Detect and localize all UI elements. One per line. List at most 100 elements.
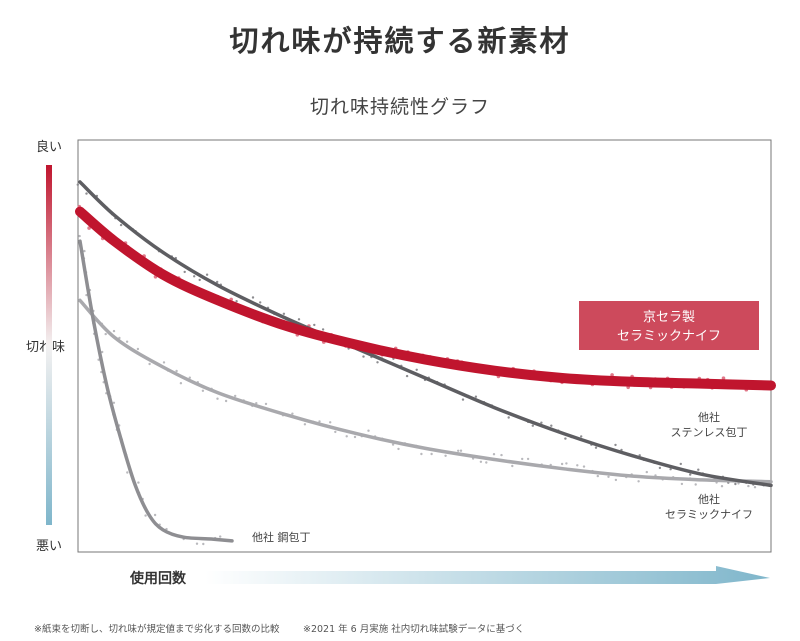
- scatter-point-other-ceramic: [720, 485, 724, 488]
- scatter-point-other-ceramic: [565, 462, 568, 465]
- scatter-point-other-ceramic: [576, 464, 579, 467]
- scatter-point-other-ceramic: [334, 430, 337, 434]
- scatter-point-stainless: [415, 368, 418, 371]
- scatter-point-other-ceramic: [457, 449, 460, 452]
- scatter-layer: [76, 183, 767, 546]
- scatter-point-other-ceramic: [329, 421, 332, 424]
- scatter-point-other-ceramic: [397, 447, 400, 451]
- scatter-point-other-ceramic: [747, 484, 750, 488]
- scatter-point-other-ceramic: [264, 402, 268, 406]
- scatter-point-steel: [137, 481, 140, 484]
- scatter-point-stainless: [580, 435, 583, 438]
- scatter-point-stainless: [679, 462, 682, 466]
- scatter-point-kyocera-ceramic: [87, 226, 91, 230]
- scatter-point-stainless: [658, 466, 662, 470]
- scatter-point-other-ceramic: [614, 478, 618, 482]
- scatter-point-other-ceramic: [136, 347, 140, 351]
- scatter-point-stainless: [734, 482, 737, 486]
- chart-svg: 使用回数 京セラ製 セラミックナイフ 他社 ステンレス包丁 他社 セラミックナイ…: [46, 139, 776, 587]
- kyocera-label-box: [579, 301, 759, 350]
- scatter-point-stainless: [376, 361, 379, 364]
- scatter-point-other-ceramic: [162, 361, 166, 364]
- scatter-point-other-ceramic: [345, 435, 348, 438]
- scatter-point-other-ceramic: [694, 483, 697, 486]
- scatter-point-steel: [78, 234, 81, 238]
- x-axis-label: 使用回数: [129, 570, 187, 587]
- scatter-point-other-ceramic: [430, 452, 433, 456]
- scatter-point-stainless: [216, 280, 219, 284]
- series-line-kyocera-ceramic: [75, 206, 776, 391]
- scatter-point-steel: [153, 513, 157, 517]
- scatter-point-other-ceramic: [104, 332, 107, 336]
- scatter-point-stainless: [669, 468, 672, 471]
- scatter-point-kyocera-ceramic: [610, 373, 614, 377]
- scatter-point-other-ceramic: [179, 382, 183, 385]
- scatter-point-other-ceramic: [125, 340, 129, 343]
- scatter-point-other-ceramic: [201, 389, 205, 392]
- series-line-other-ceramic: [78, 298, 773, 484]
- y-gradient-bar: [46, 165, 52, 525]
- kyocera-label-line2: セラミックナイフ: [617, 329, 721, 344]
- scatter-point-other-ceramic: [188, 376, 191, 379]
- x-axis-arrow: [205, 566, 770, 584]
- scatter-point-stainless: [183, 270, 186, 274]
- scatter-point-other-ceramic: [485, 461, 488, 464]
- scatter-point-stainless: [297, 318, 301, 321]
- scatter-point-stainless: [461, 398, 465, 401]
- scatter-point-steel: [195, 542, 199, 545]
- scatter-point-stainless: [540, 421, 543, 424]
- scatter-point-other-ceramic: [680, 482, 684, 486]
- stainless-label-line1: 他社: [698, 410, 720, 424]
- scatter-point-other-ceramic: [148, 362, 151, 366]
- scatter-point-stainless: [119, 223, 123, 227]
- scatter-point-steel: [112, 401, 116, 404]
- scatter-point-stainless: [362, 355, 365, 358]
- kyocera-label-line1: 京セラ製: [643, 310, 695, 325]
- scatter-point-other-ceramic: [521, 457, 524, 461]
- scatter-point-stainless: [251, 296, 255, 299]
- scatter-point-steel: [219, 535, 222, 538]
- scatter-point-steel: [202, 542, 205, 546]
- scatter-point-other-ceramic: [175, 369, 178, 373]
- scatter-point-stainless: [564, 437, 567, 440]
- scatter-point-other-ceramic: [500, 453, 503, 457]
- scatter-point-steel: [144, 514, 147, 517]
- scatter-point-stainless: [85, 192, 88, 195]
- scatter-point-other-ceramic: [637, 480, 640, 483]
- scatter-point-other-ceramic: [234, 394, 237, 398]
- scatter-point-other-ceramic: [216, 397, 219, 400]
- scatter-point-other-ceramic: [526, 457, 530, 461]
- footnote-1: ※紙束を切断し、切れ味が規定値まで劣化する回数の比較: [34, 624, 280, 635]
- scatter-point-steel: [126, 471, 129, 474]
- scatter-point-other-ceramic: [492, 453, 496, 456]
- scatter-point-stainless: [689, 473, 692, 476]
- plot-frame: [77, 139, 772, 553]
- scatter-point-stainless: [614, 443, 617, 447]
- scatter-point-stainless: [550, 424, 553, 427]
- scatter-point-stainless: [313, 323, 316, 327]
- scatter-point-stainless: [205, 273, 209, 276]
- scatter-point-other-ceramic: [444, 454, 447, 457]
- scatter-point-other-ceramic: [459, 449, 463, 452]
- scatter-point-other-ceramic: [224, 399, 228, 403]
- stainless-label-line2: ステンレス包丁: [671, 426, 748, 439]
- scatter-point-other-ceramic: [511, 464, 514, 468]
- series-line-stainless: [78, 180, 773, 488]
- y-bottom-label: 悪い: [36, 539, 63, 554]
- scatter-point-other-ceramic: [607, 475, 610, 478]
- scatter-point-other-ceramic: [753, 486, 757, 489]
- ceramic-other-label-line2: セラミックナイフ: [665, 508, 753, 521]
- steel-label: 他社 鋼包丁: [252, 530, 311, 544]
- scatter-point-other-ceramic: [582, 465, 586, 468]
- ceramic-other-label-line1: 他社: [698, 492, 720, 506]
- scatter-point-stainless: [405, 374, 409, 378]
- scatter-point-other-ceramic: [112, 329, 116, 333]
- scatter-point-stainless: [76, 183, 80, 186]
- scatter-point-stainless: [321, 328, 325, 331]
- scatter-point-stainless: [235, 300, 238, 303]
- scatter-point-other-ceramic: [560, 462, 564, 466]
- scatter-point-other-ceramic: [479, 460, 483, 463]
- scatter-point-stainless: [531, 424, 534, 427]
- scatter-point-stainless: [198, 278, 201, 282]
- scatter-point-stainless: [474, 395, 478, 398]
